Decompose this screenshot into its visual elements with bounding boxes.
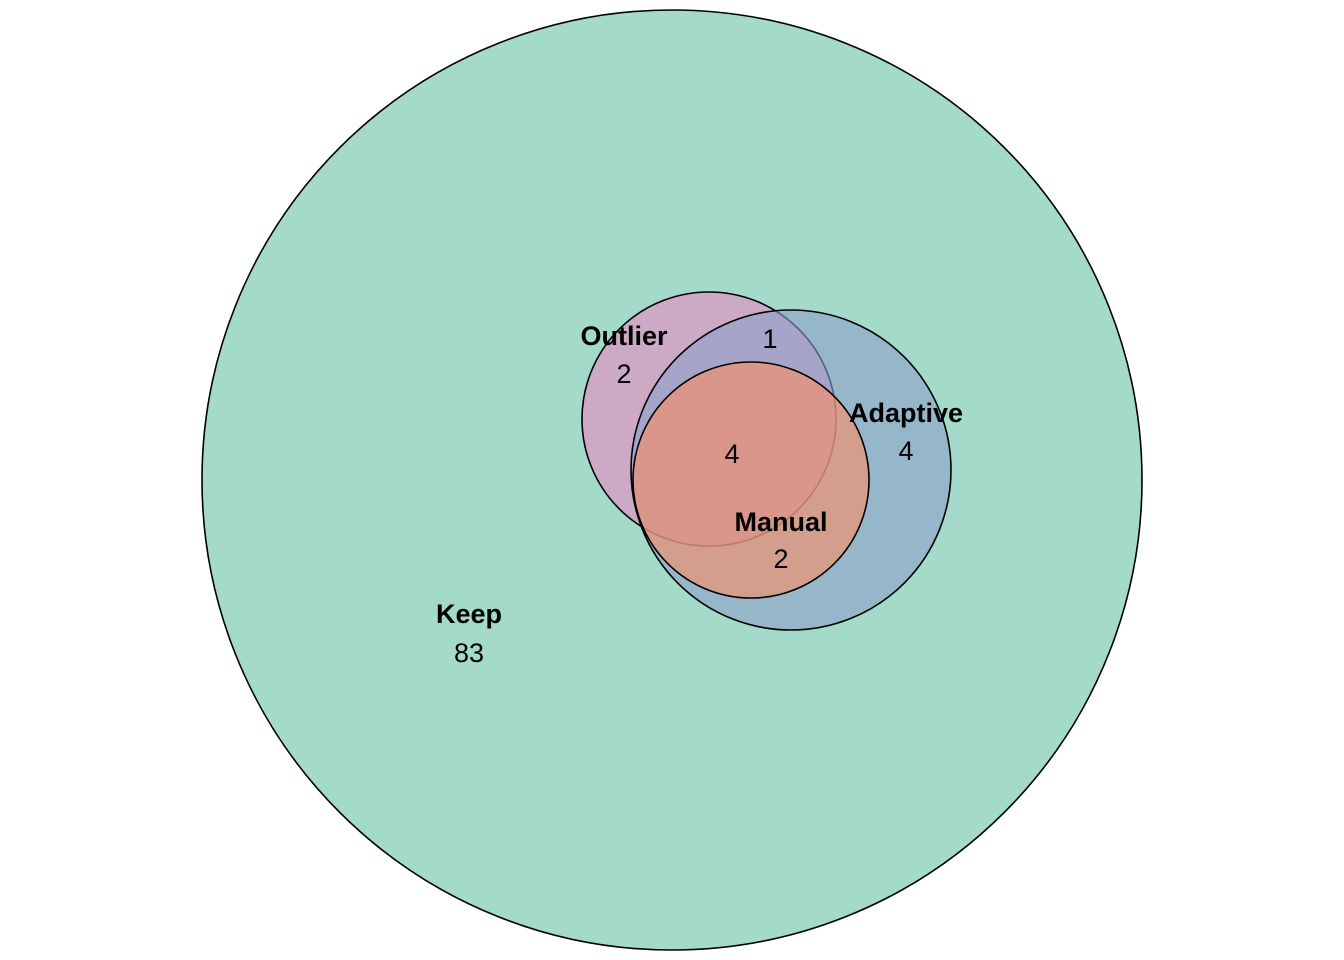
manual-only-count: 2 xyxy=(773,544,788,574)
outlier-adaptive-count: 1 xyxy=(762,324,777,354)
manual-set-label: Manual xyxy=(734,507,827,537)
manual-set-circle xyxy=(632,361,870,599)
keep-set-label: Keep xyxy=(436,599,502,629)
adaptive-set-label: Adaptive xyxy=(849,398,963,428)
outlier-only-count: 2 xyxy=(616,359,631,389)
outlier-adaptive-manual-count: 4 xyxy=(724,439,739,469)
outlier-set-label: Outlier xyxy=(580,321,668,351)
adaptive-only-count: 4 xyxy=(898,436,913,466)
keep-only-count: 83 xyxy=(454,638,484,668)
